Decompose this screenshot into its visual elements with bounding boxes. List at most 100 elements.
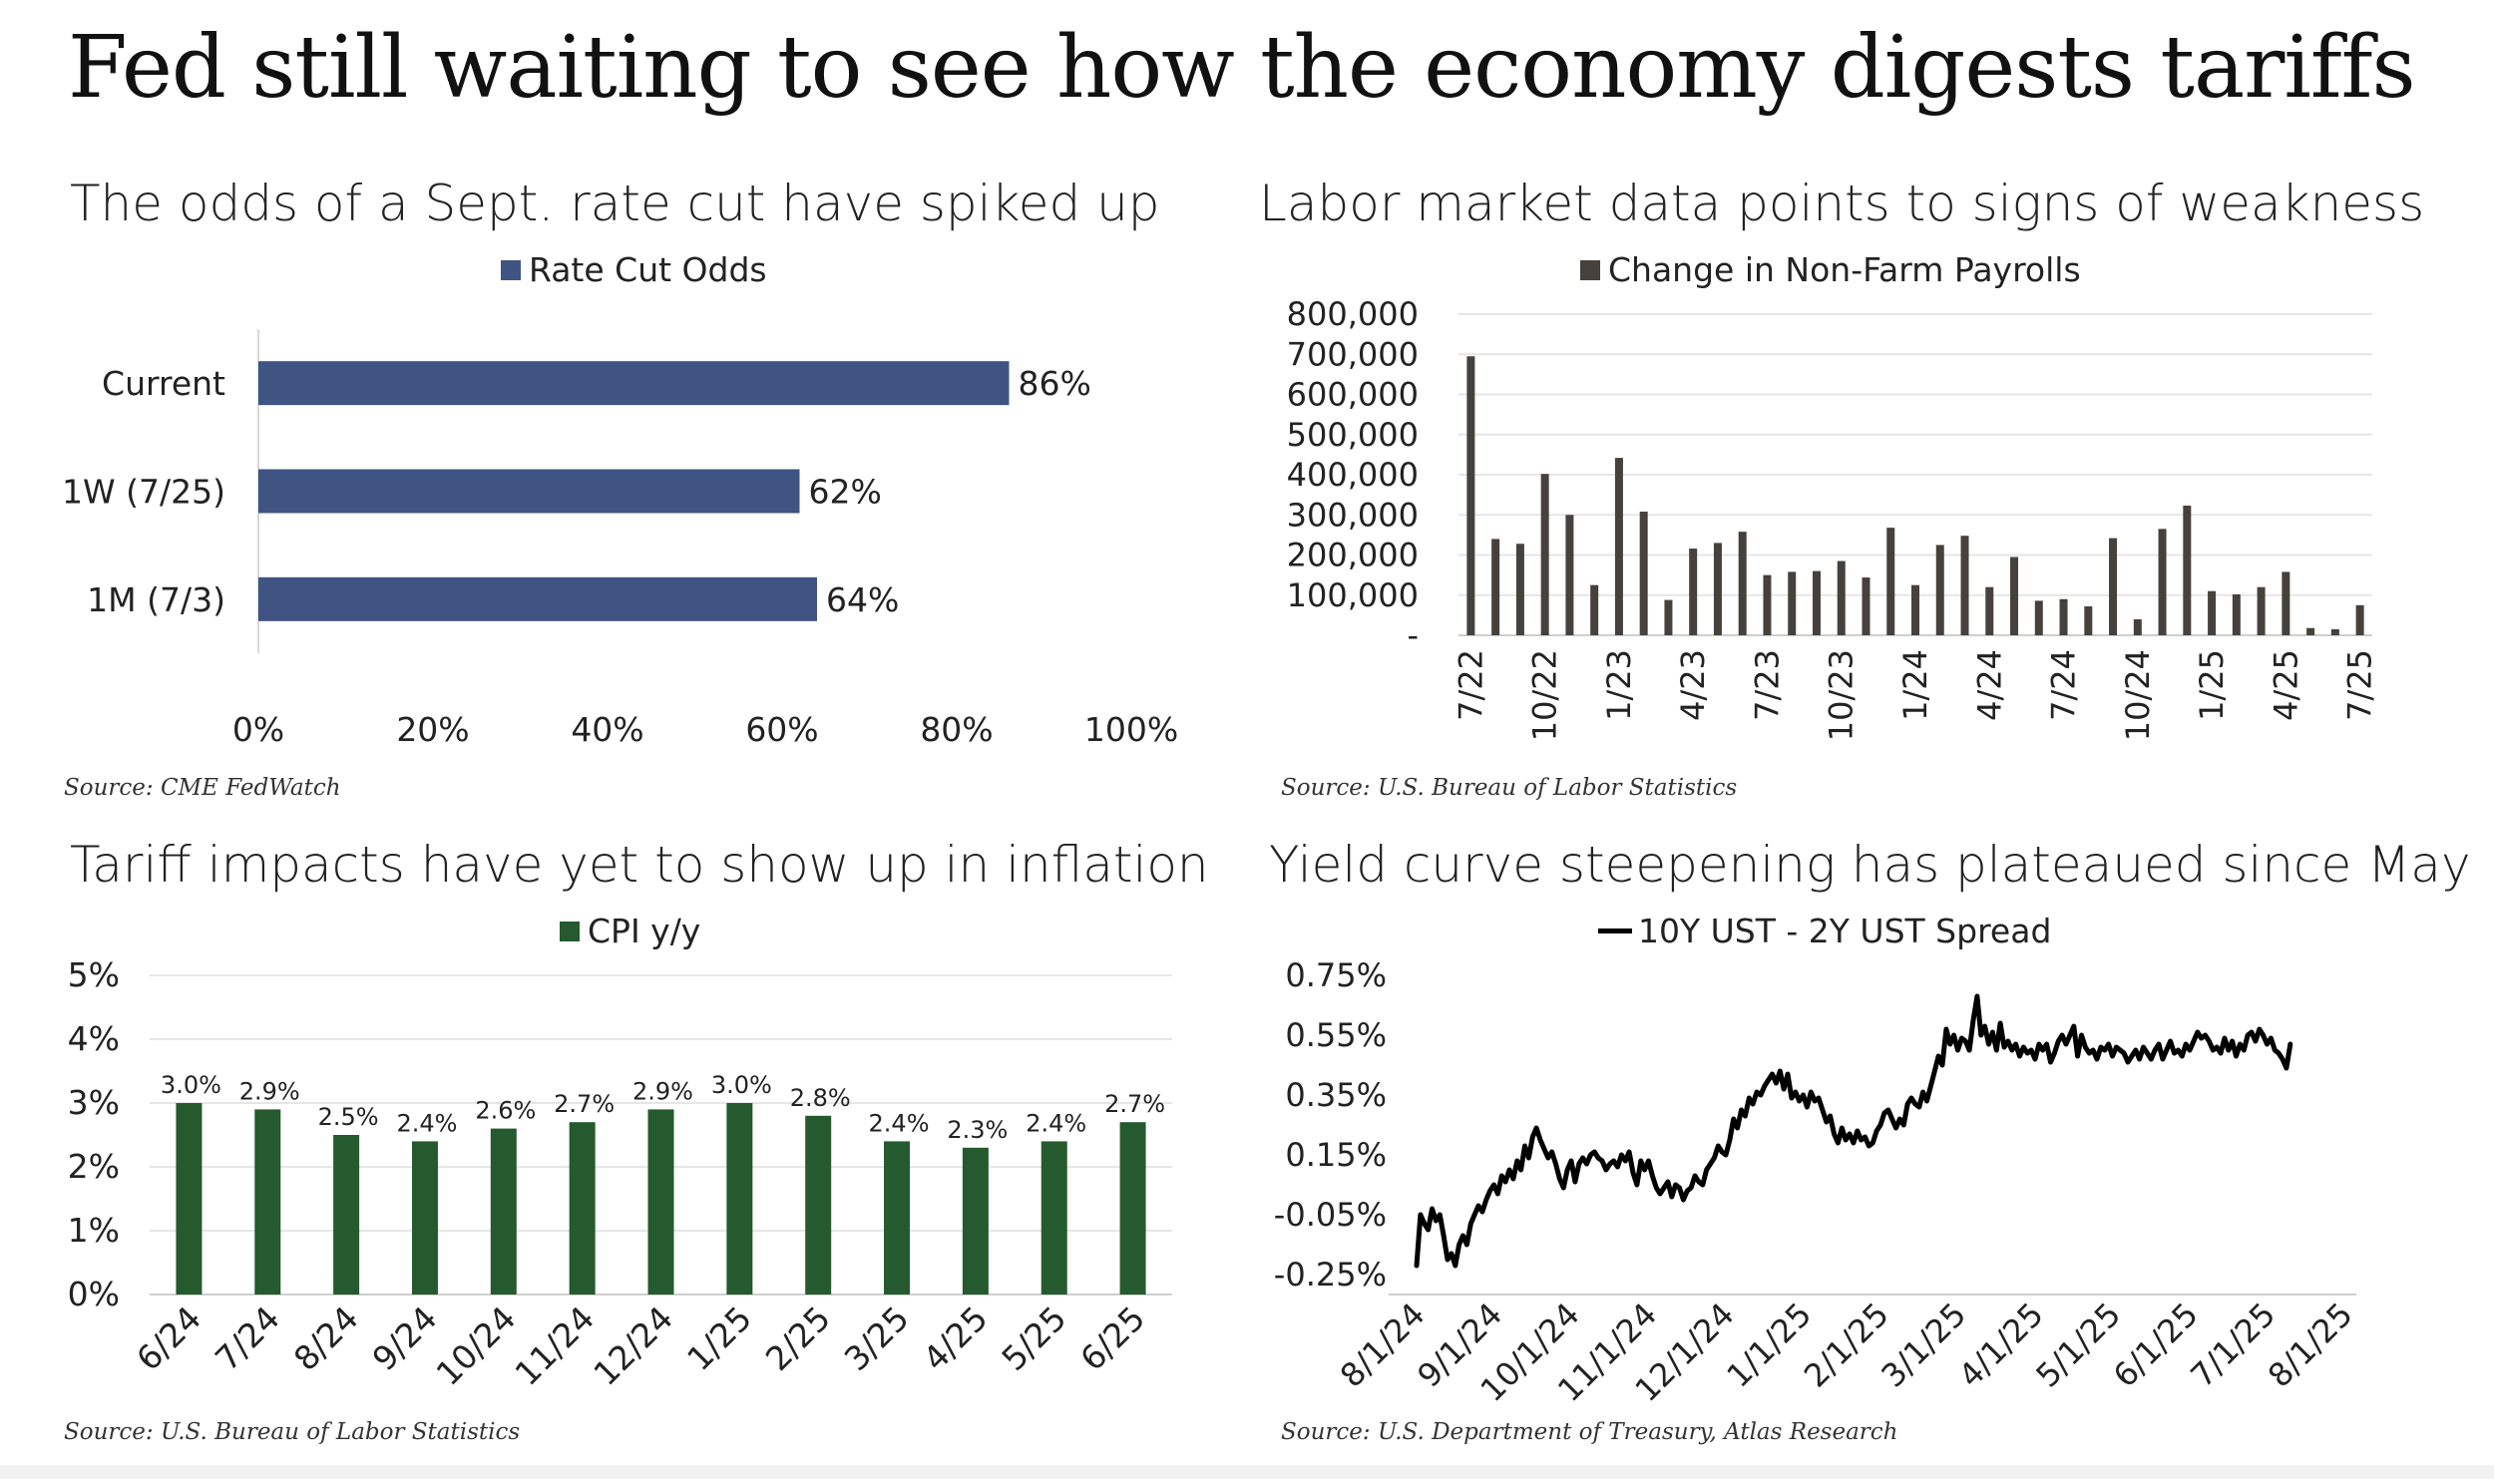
rate-cut-category-label: 1W (7/25): [62, 473, 225, 512]
yield-spread-x-tick: 4/1/25: [1951, 1296, 2051, 1395]
payrolls-y-tick: 600,000: [1287, 376, 1419, 414]
cpi-x-tick: 1/25: [679, 1298, 759, 1378]
payrolls-x-tick: 7/23: [1748, 649, 1786, 721]
rate-cut-data-label: 86%: [1019, 364, 1091, 403]
rate-cut-odds-panel: The odds of a Sept. rate cut have spiked…: [0, 175, 1247, 823]
cpi-bar: [1119, 1122, 1146, 1295]
cpi-x-tick: 7/24: [208, 1298, 287, 1378]
yield-spread-x-tick: 6/1/25: [2106, 1296, 2206, 1395]
payrolls-bar: [1763, 574, 1772, 635]
yield-spread-line: [1414, 993, 2293, 1269]
yield-spread-legend: 10Y UST - 2Y UST Spread: [1598, 912, 2051, 950]
cpi-data-label: 2.4%: [869, 1109, 930, 1137]
payrolls-legend-label: Change in Non-Farm Payrolls: [1608, 250, 2081, 289]
yield-spread-x-tick: 8/1/25: [2261, 1296, 2360, 1395]
yield-spread-legend-label: 10Y UST - 2Y UST Spread: [1638, 912, 2052, 950]
payrolls-bar: [1812, 570, 1821, 635]
rate-cut-x-tick: 20%: [396, 710, 469, 749]
yield-spread-source: Source: U.S. Department of Treasury, Atl…: [1281, 1419, 1898, 1445]
rate-cut-data-label: 62%: [809, 473, 882, 512]
page-title: Fed still waiting to see how the economy…: [68, 18, 2416, 118]
cpi-chart-title: Tariff impacts have yet to show up in in…: [70, 836, 1209, 894]
cpi-y-tick: 0%: [68, 1275, 120, 1313]
cpi-x-tick: 12/24: [586, 1298, 680, 1393]
yield-spread-x-tick: 1/1/25: [1719, 1296, 1819, 1395]
payrolls-bar: [1862, 577, 1870, 635]
rate-cut-chart-title: The odds of a Sept. rate cut have spiked…: [70, 175, 1160, 232]
payrolls-legend-swatch: [1580, 259, 1600, 280]
payrolls-bar: [2010, 556, 2019, 635]
payrolls-bar: [2158, 529, 2167, 635]
rate-cut-x-tick: 40%: [571, 710, 643, 749]
rate-cut-x-tick: 80%: [920, 710, 993, 749]
payrolls-x-tick: 4/23: [1674, 649, 1712, 721]
payrolls-bar: [1565, 515, 1574, 635]
payrolls-y-tick: 200,000: [1287, 537, 1419, 574]
cpi-panel: Tariff impacts have yet to show up in in…: [0, 836, 1247, 1484]
yield-spread-x-tick: 2/1/25: [1797, 1296, 1896, 1395]
payrolls-bar: [1713, 543, 1722, 635]
cpi-bar: [962, 1147, 989, 1295]
cpi-data-label: 2.5%: [318, 1103, 379, 1131]
yield-spread-y-tick: -0.25%: [1274, 1256, 1387, 1294]
cpi-data-label: 2.8%: [790, 1084, 851, 1112]
payrolls-bar: [1837, 560, 1846, 635]
payrolls-bar: [2109, 538, 2118, 635]
payrolls-bar: [1985, 586, 1994, 635]
payrolls-bar: [2330, 628, 2339, 635]
rate-cut-legend-label: Rate Cut Odds: [529, 250, 767, 289]
payrolls-bar: [1886, 528, 1895, 635]
yield-spread-y-tick: -0.05%: [1274, 1196, 1387, 1234]
yield-spread-y-tick: 0.55%: [1285, 1016, 1387, 1054]
payrolls-bar: [2257, 586, 2266, 635]
rate-cut-bar: [258, 469, 800, 514]
payrolls-chart: -100,000200,000300,000400,000500,000600,…: [1287, 295, 2379, 741]
cpi-bar: [726, 1103, 753, 1295]
yield-spread-legend-line: [1598, 928, 1632, 933]
cpi-bar: [805, 1115, 832, 1295]
cpi-y-tick: 5%: [68, 955, 120, 994]
payrolls-x-tick: 10/22: [1526, 649, 1564, 741]
payrolls-x-tick: 7/22: [1452, 649, 1489, 721]
cpi-chart: 0% 1% 2% 3% 4% 5% 3.0% 6/24 2.9% 7/24 2.5% 8/24 2.4%…: [68, 955, 1172, 1393]
cpi-y-tick: 1%: [68, 1211, 120, 1250]
cpi-legend-label: CPI y/y: [588, 912, 701, 950]
payrolls-y-tick: 500,000: [1287, 416, 1419, 454]
payrolls-bar: [1911, 584, 1919, 635]
rate-cut-data-label: 64%: [826, 580, 899, 619]
payrolls-y-tick: 700,000: [1287, 335, 1419, 373]
payrolls-x-tick: 4/25: [2267, 649, 2304, 721]
cpi-bar: [490, 1128, 517, 1295]
payrolls-bar: [1738, 532, 1747, 635]
payrolls-bar: [2355, 604, 2364, 635]
rate-cut-source: Source: CME FedWatch: [64, 775, 341, 801]
yield-spread-x-tick: 8/1/24: [1333, 1296, 1433, 1395]
cpi-bar: [333, 1135, 360, 1295]
rate-cut-odds-chart: Current 86% 1W (7/25) 62% 1M (7/3) 64% 0% 20% 40…: [62, 329, 1178, 749]
payrolls-source: Source: U.S. Bureau of Labor Statistics: [1281, 775, 1738, 801]
cpi-x-tick: 5/25: [994, 1298, 1073, 1378]
payrolls-bar: [1689, 549, 1698, 635]
cpi-y-tick: 4%: [68, 1019, 120, 1058]
bottom-bar: [0, 1465, 2494, 1479]
payrolls-x-tick: 1/23: [1600, 649, 1638, 721]
cpi-bar: [411, 1141, 438, 1295]
cpi-x-tick: 2/25: [758, 1298, 838, 1378]
rate-cut-bar: [258, 361, 1010, 406]
payrolls-bar: [2306, 627, 2315, 635]
payrolls-x-tick: 10/23: [1823, 649, 1861, 741]
cpi-data-label: 3.0%: [711, 1071, 772, 1099]
yield-spread-panel: Yield curve steepening has plateaued sin…: [1247, 836, 2494, 1484]
payrolls-y-tick: 100,000: [1287, 576, 1419, 614]
cpi-bar: [1040, 1141, 1067, 1295]
yield-spread-x-tick: 7/1/25: [2183, 1296, 2283, 1395]
payrolls-bar: [1540, 474, 1549, 635]
cpi-legend: CPI y/y: [560, 912, 700, 950]
cpi-data-label: 2.9%: [632, 1077, 693, 1105]
payrolls-x-tick: 10/24: [2119, 649, 2157, 741]
yield-spread-y-tick: 0.75%: [1285, 956, 1387, 994]
cpi-data-label: 2.7%: [554, 1090, 615, 1118]
payrolls-x-tick: 7/24: [2045, 649, 2083, 721]
yield-spread-y-tick: 0.15%: [1285, 1136, 1387, 1174]
payrolls-bar: [2232, 593, 2241, 635]
